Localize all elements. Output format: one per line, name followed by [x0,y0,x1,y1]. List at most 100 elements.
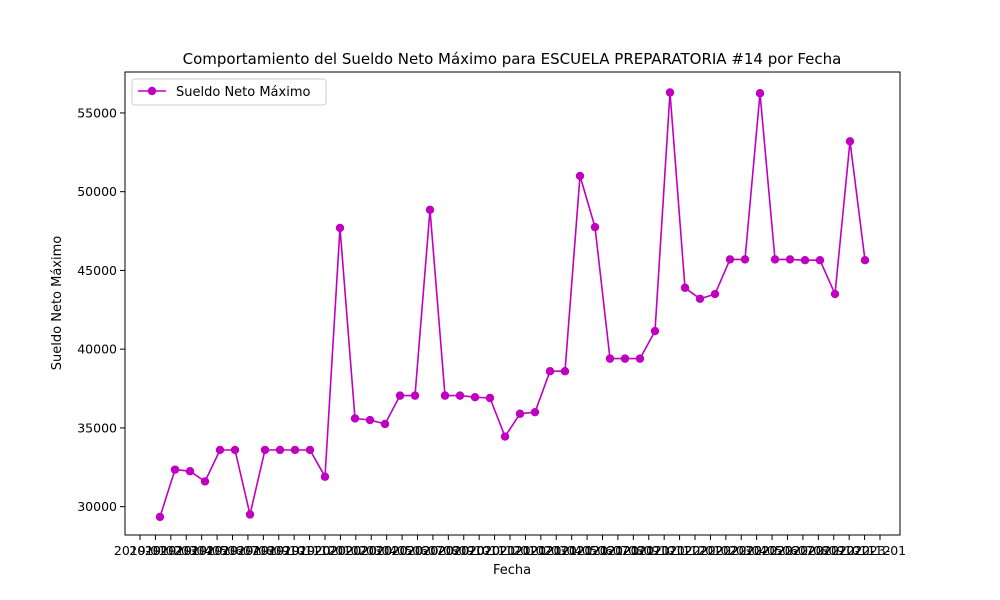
data-point [380,419,390,429]
data-point [260,445,270,455]
data-point [350,414,360,423]
x-tick-label: 2022-07 [761,543,813,558]
x-tick-label: 2020-09 [422,543,474,558]
x-tick-label: 2021-08 [592,543,644,558]
x-tick-label: 2022-01 [669,543,721,558]
data-point [800,255,810,265]
x-tick-label: 2021-10 [623,543,675,558]
data-point [455,391,465,400]
x-tick-label: 2021-11 [638,543,690,558]
x-tick-label: 2023-01 [854,543,906,558]
data-point [635,354,645,363]
data-point [710,289,720,299]
x-tick-label: 2020-07 [391,543,443,558]
x-tick-label: 2020-02 [314,543,366,558]
x-tick-label: 2019-04 [160,543,212,558]
data-point [845,137,855,146]
data-point [200,477,210,486]
legend-box [131,78,327,106]
x-tick-label: 2019-01 [114,543,166,558]
x-tick-label: 2022-06 [746,543,798,558]
x-tick-label: 2019-11 [268,543,320,558]
chart-title: Comportamiento del Sueldo Neto Máximo pa… [183,50,842,68]
data-point [170,465,180,474]
x-tick-label: 2020-12 [468,543,520,558]
data-point [695,294,705,303]
x-tick-label: 2020-10 [438,543,490,558]
data-point [575,171,585,181]
x-tick-label: 2019-05 [176,543,228,558]
x-tick-label: 2021-07 [576,543,628,558]
data-point [725,255,735,264]
legend-marker [147,86,157,96]
x-tick-label: 2022-10 [808,543,860,558]
data-point [770,255,780,264]
data-point [365,415,375,425]
x-tick-label: 2021-04 [530,543,582,558]
data-point [860,255,870,265]
data-point [275,445,285,455]
x-tick-label: 2022-03 [700,543,752,558]
data-point [230,445,240,455]
y-tick-label: 55000 [77,105,117,120]
y-tick-label: 40000 [77,342,117,357]
x-tick-label: 2019-12 [283,543,335,558]
x-tick-label: 2021-02 [499,543,551,558]
data-point [590,222,600,232]
data-point [605,354,615,363]
x-tick-label: 2020-04 [345,543,397,558]
data-point [680,283,690,292]
x-tick-label: 2022-09 [792,543,844,558]
data-point [560,367,570,376]
data-point [545,367,555,376]
data-point [830,289,840,299]
data-point [530,407,540,417]
x-tick-label: 2022-02 [684,543,736,558]
data-point [470,393,480,402]
data-point [515,409,525,418]
data-point [440,391,450,400]
data-point [305,445,315,455]
x-tick-label: 2019-03 [145,543,197,558]
data-point [740,255,750,264]
data-point [185,467,195,476]
x-tick-label: 2019-08 [222,543,274,558]
y-tick-label: 30000 [77,499,117,514]
y-axis: 30000 35000 40000 45000 50000 55000 [77,105,125,514]
x-tick-label: 2020-05 [361,543,413,558]
x-tick-label: 2021-01 [484,543,536,558]
legend-label: Sueldo Neto Máximo [176,85,310,100]
x-tick-label: 2020-01 [299,543,351,558]
data-point [785,255,795,264]
x-tick-label: 2021-03 [515,543,567,558]
x-tick-label: 2022-05 [731,543,783,558]
data-point [500,432,510,441]
data-point [815,255,825,265]
x-tick-label: 2022-12 [838,543,890,558]
y-tick-label: 45000 [77,263,117,278]
data-point [410,391,420,400]
x-tick-label: 2022-08 [777,543,829,558]
data-point [155,512,165,522]
x-tick-label: 2022-04 [715,543,767,558]
data-point [320,472,330,481]
data-point [215,445,225,455]
data-point [650,326,660,336]
data-point [425,205,435,214]
x-tick-label: 2019-06 [191,543,243,558]
x-tick-label: 2020-03 [330,543,382,558]
x-axis-label: Fecha [493,563,531,578]
x-tick-label: 2019-09 [237,543,289,558]
data-point [485,393,495,403]
x-tick-label: 2021-12 [653,543,705,558]
x-tick-label: 2021-05 [546,543,598,558]
x-tick-label: 2021-09 [607,543,659,558]
data-point [620,354,630,363]
y-axis-label: Sueldo Neto Máximo [50,236,65,370]
series-group [155,88,870,522]
x-tick-label: 2021-06 [561,543,613,558]
x-tick-label: 2022-11 [823,543,875,558]
data-point [755,89,765,98]
data-point [290,445,300,455]
